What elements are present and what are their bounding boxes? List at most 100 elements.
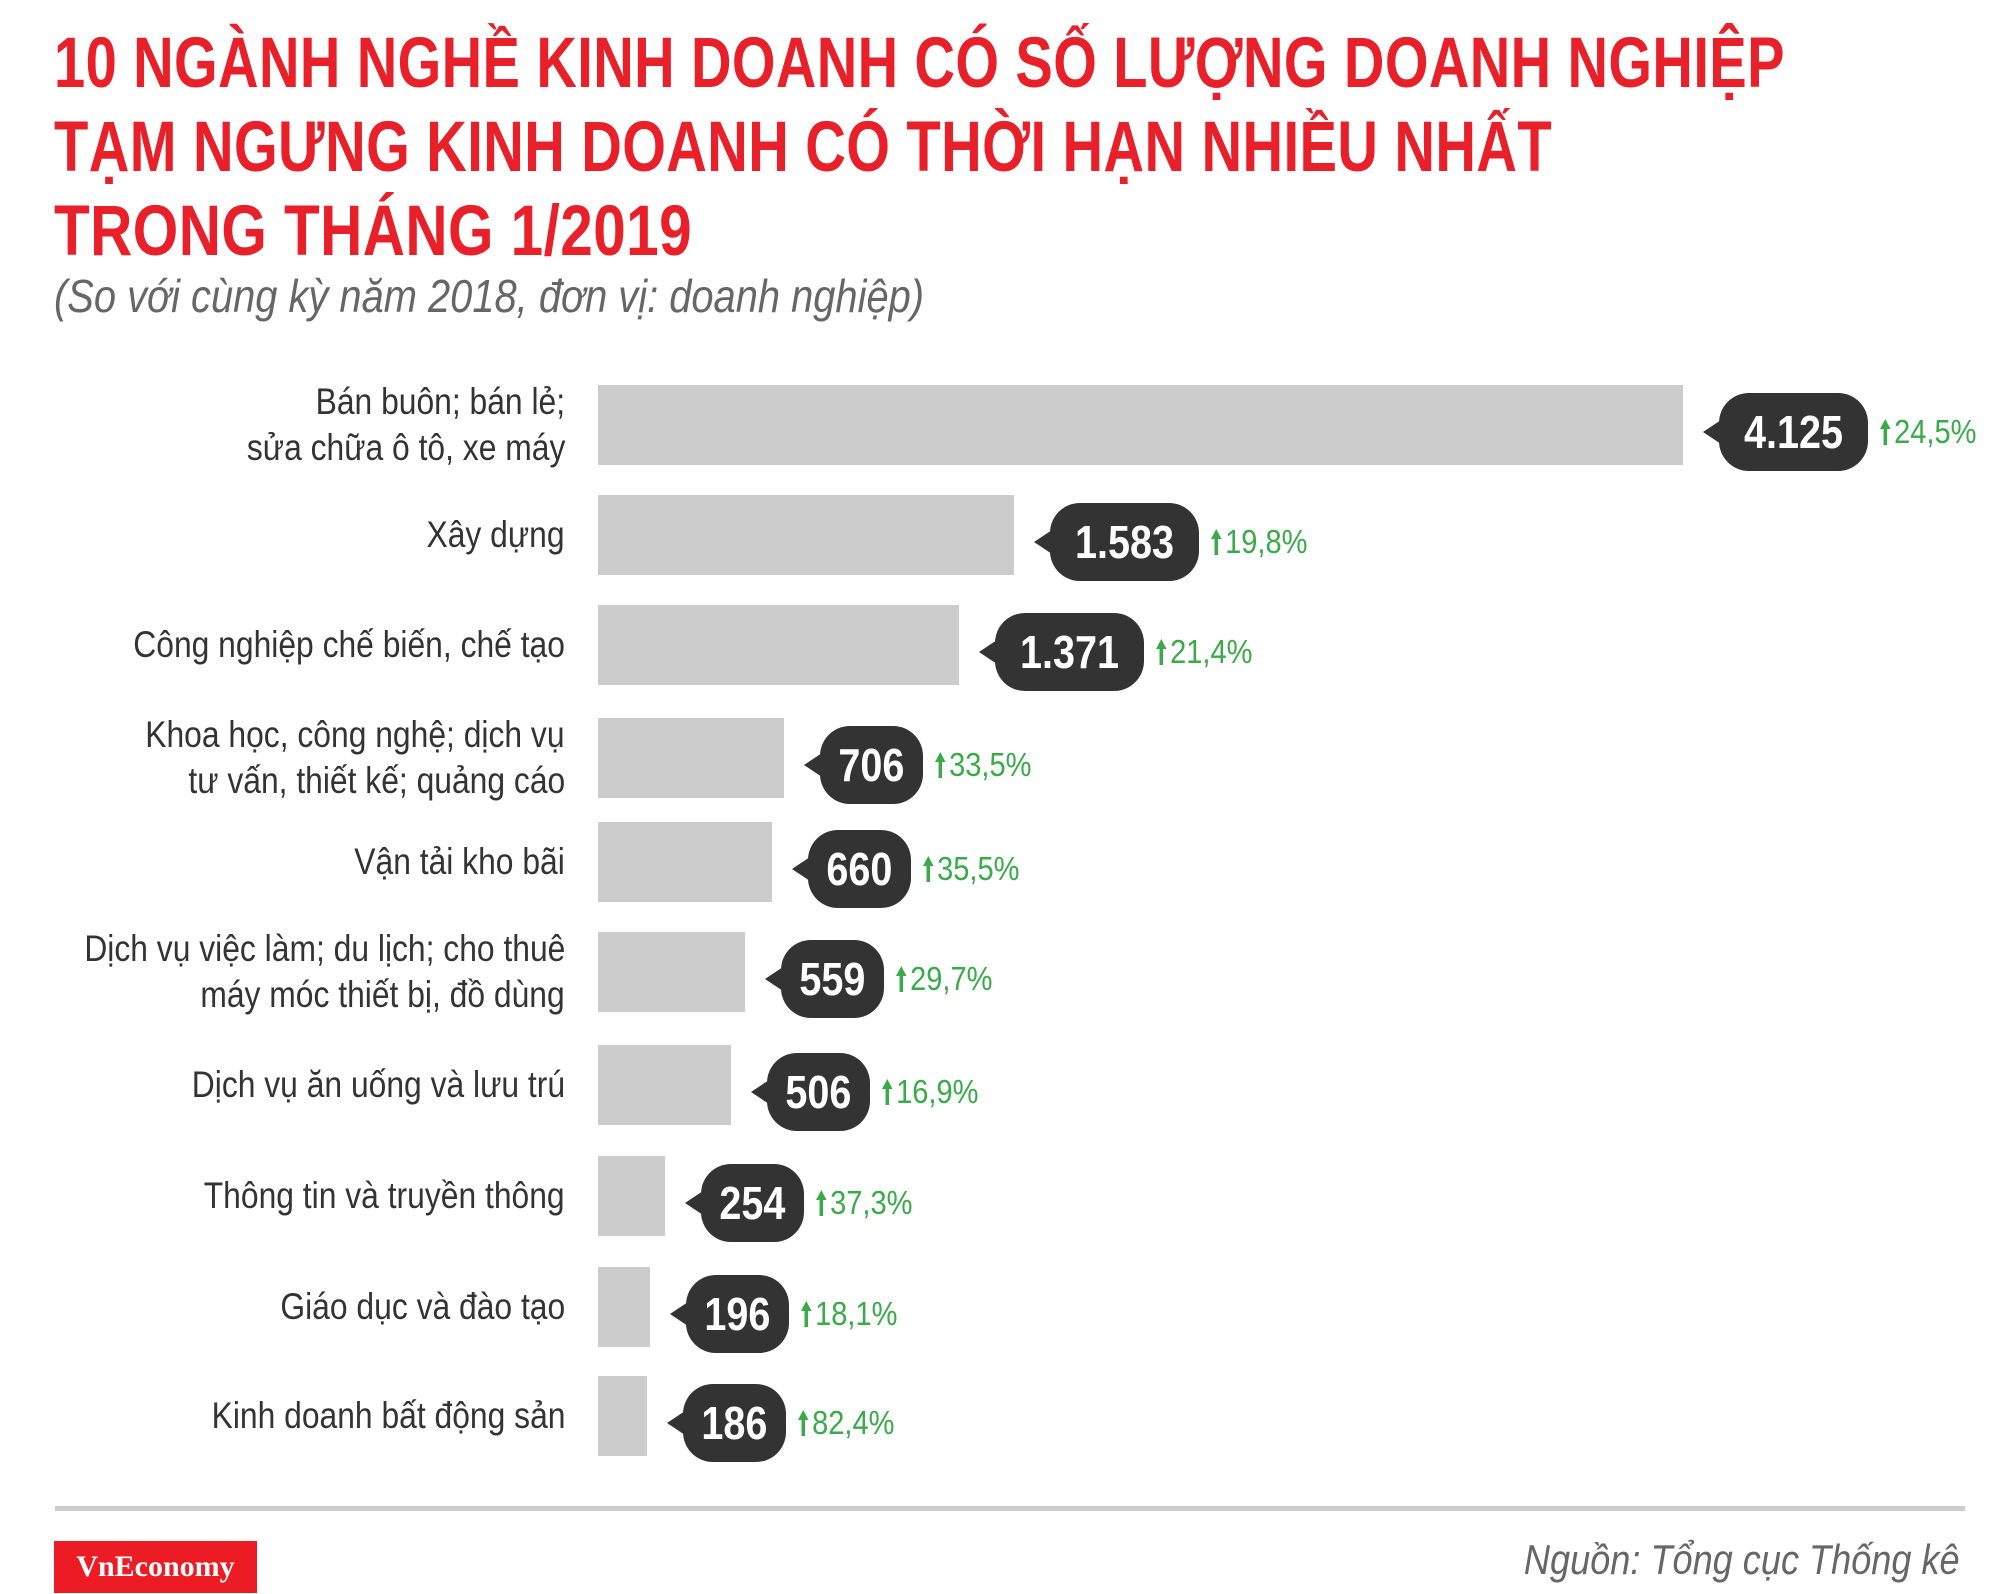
category-label-line: Dịch vụ việc làm; du lịch; cho thuê (83, 928, 565, 969)
category-label-line: tư vấn, thiết kế; quảng cáo (188, 760, 565, 801)
category-label: Khoa học, công nghệ; dịch vụ tư vấn, thiế… (77, 714, 565, 801)
value-label: 1.371 (1019, 626, 1120, 678)
value-label: 254 (719, 1177, 786, 1229)
bar-row: Bán buôn; bán lẻ; sửa chữa ô tô, xe máy 4.… (0, 381, 2000, 471)
change-wrapper: 35,5% (923, 850, 1019, 888)
title-line-2: TẠM NGƯNG KINH DOANH CÓ THỜI HẠN NHIỀU N… (54, 108, 1553, 187)
change-percent: 33,5% (949, 746, 1032, 783)
change-indicator: 37,3% (816, 1164, 926, 1242)
arrow-up-icon (935, 752, 946, 778)
category-label: Bán buôn; bán lẻ; sửa chữa ô tô, xe máy (195, 381, 565, 468)
category-label-line: Vận tải kho bãi (354, 841, 565, 882)
category-label: Giáo dục và đào tạo (234, 1267, 565, 1347)
value-badge: 1.583 (1034, 503, 1199, 581)
change-wrapper: 29,7% (896, 960, 992, 998)
bar-row: Kinh doanh bất động sản 186 82,4% (0, 1376, 2000, 1462)
value-label: 186 (701, 1397, 768, 1449)
change-wrapper: 37,3% (816, 1184, 912, 1222)
bar-row: Dịch vụ việc làm; du lịch; cho thuê máy m… (0, 928, 2000, 1018)
change-indicator: 82,4% (798, 1384, 908, 1462)
bar-row: Thông tin và truyền thông 254 37,3% (0, 1156, 2000, 1242)
change-percent: 24,5% (1894, 413, 1977, 450)
bar (598, 932, 745, 1012)
arrow-up-icon (816, 1190, 827, 1216)
bar (598, 605, 959, 685)
arrow-up-icon (923, 856, 934, 882)
category-label-line: Khoa học, công nghệ; dịch vụ (145, 714, 565, 755)
change-percent: 21,4% (1170, 633, 1253, 670)
change-wrapper: 24,5% (1880, 413, 1976, 451)
bar-row: Khoa học, công nghệ; dịch vụ tư vấn, thiế… (0, 714, 2000, 804)
arrow-up-icon (896, 966, 907, 992)
subtitle: (So với cùng kỳ năm 2018, đơn vị: doanh … (54, 270, 925, 322)
value-label: 1.583 (1074, 516, 1175, 568)
bar (598, 1045, 731, 1125)
value-label: 196 (704, 1288, 771, 1340)
title-line-3: TRONG THÁNG 1/2019 (54, 192, 693, 271)
category-label: Dịch vụ việc làm; du lịch; cho thuê máy m… (6, 928, 565, 1015)
footer-divider (55, 1506, 1965, 1511)
category-label-line: Giáo dục và đào tạo (280, 1286, 565, 1327)
value-label: 4.125 (1743, 406, 1844, 458)
change-indicator: 35,5% (923, 830, 1033, 908)
bar (598, 495, 1014, 575)
arrow-up-icon (882, 1079, 893, 1105)
category-label-line: máy móc thiết bị, đồ dùng (200, 974, 565, 1015)
category-label: Kinh doanh bất động sản (154, 1376, 565, 1456)
bar-row: Dịch vụ ăn uống và lưu trú 506 16,9% (0, 1045, 2000, 1131)
change-percent: 37,3% (830, 1184, 913, 1221)
change-percent: 19,8% (1225, 523, 1308, 560)
bar (598, 718, 784, 798)
bar (598, 822, 772, 902)
title-line-1: 10 NGÀNH NGHỀ KINH DOANH CÓ SỐ LƯỢNG DOA… (54, 24, 1785, 103)
bar-row: Giáo dục và đào tạo 196 18,1% (0, 1267, 2000, 1353)
source-note: Nguồn: Tổng cục Thống kê (1524, 1536, 1960, 1583)
change-wrapper: 21,4% (1156, 633, 1252, 671)
change-wrapper: 16,9% (882, 1073, 978, 1111)
change-indicator: 19,8% (1211, 503, 1321, 581)
value-label: 706 (838, 739, 905, 791)
value-badge: 506 (751, 1053, 870, 1131)
value-label: 506 (785, 1066, 852, 1118)
bar (598, 1376, 647, 1456)
value-badge: 660 (792, 830, 911, 908)
change-indicator: 21,4% (1156, 613, 1266, 691)
value-badge: 4.125 (1703, 393, 1868, 471)
vneconomy-logo: VnEconomy (54, 1541, 257, 1593)
change-percent: 29,7% (910, 960, 993, 997)
change-percent: 82,4% (812, 1404, 895, 1441)
bar (598, 1156, 665, 1236)
change-indicator: 33,5% (935, 726, 1045, 804)
category-label-line: Công nghiệp chế biến, chế tạo (133, 624, 565, 665)
change-wrapper: 82,4% (798, 1404, 894, 1442)
arrow-up-icon (1880, 419, 1891, 445)
category-label: Dịch vụ ăn uống và lưu trú (131, 1045, 565, 1125)
value-badge: 186 (667, 1384, 786, 1462)
bar-row: Xây dựng 1.583 19,8% (0, 495, 2000, 581)
bar (598, 1267, 650, 1347)
category-label: Vận tải kho bãi (320, 822, 565, 902)
category-label: Xây dựng (404, 495, 565, 575)
category-label-line: Thông tin và truyền thông (204, 1175, 565, 1216)
arrow-up-icon (1211, 529, 1222, 555)
value-badge: 196 (670, 1275, 789, 1353)
value-badge: 706 (804, 726, 923, 804)
bar-row: Công nghiệp chế biến, chế tạo 1.371 21,4% (0, 605, 2000, 691)
change-percent: 35,5% (937, 850, 1020, 887)
value-badge: 1.371 (979, 613, 1144, 691)
category-label-line: sửa chữa ô tô, xe máy (246, 427, 565, 468)
category-label-line: Bán buôn; bán lẻ; (315, 381, 565, 422)
category-label-line: Xây dựng (426, 514, 565, 555)
arrow-up-icon (801, 1301, 812, 1327)
change-indicator: 16,9% (882, 1053, 992, 1131)
change-indicator: 24,5% (1880, 393, 1990, 471)
change-percent: 16,9% (896, 1073, 979, 1110)
change-percent: 18,1% (815, 1295, 898, 1332)
value-label: 660 (826, 843, 893, 895)
bar-row: Vận tải kho bãi 660 35,5% (0, 822, 2000, 908)
change-indicator: 29,7% (896, 940, 1006, 1018)
value-label: 559 (799, 953, 866, 1005)
change-indicator: 18,1% (801, 1275, 911, 1353)
arrow-up-icon (1156, 639, 1167, 665)
category-label-line: Kinh doanh bất động sản (211, 1395, 565, 1436)
